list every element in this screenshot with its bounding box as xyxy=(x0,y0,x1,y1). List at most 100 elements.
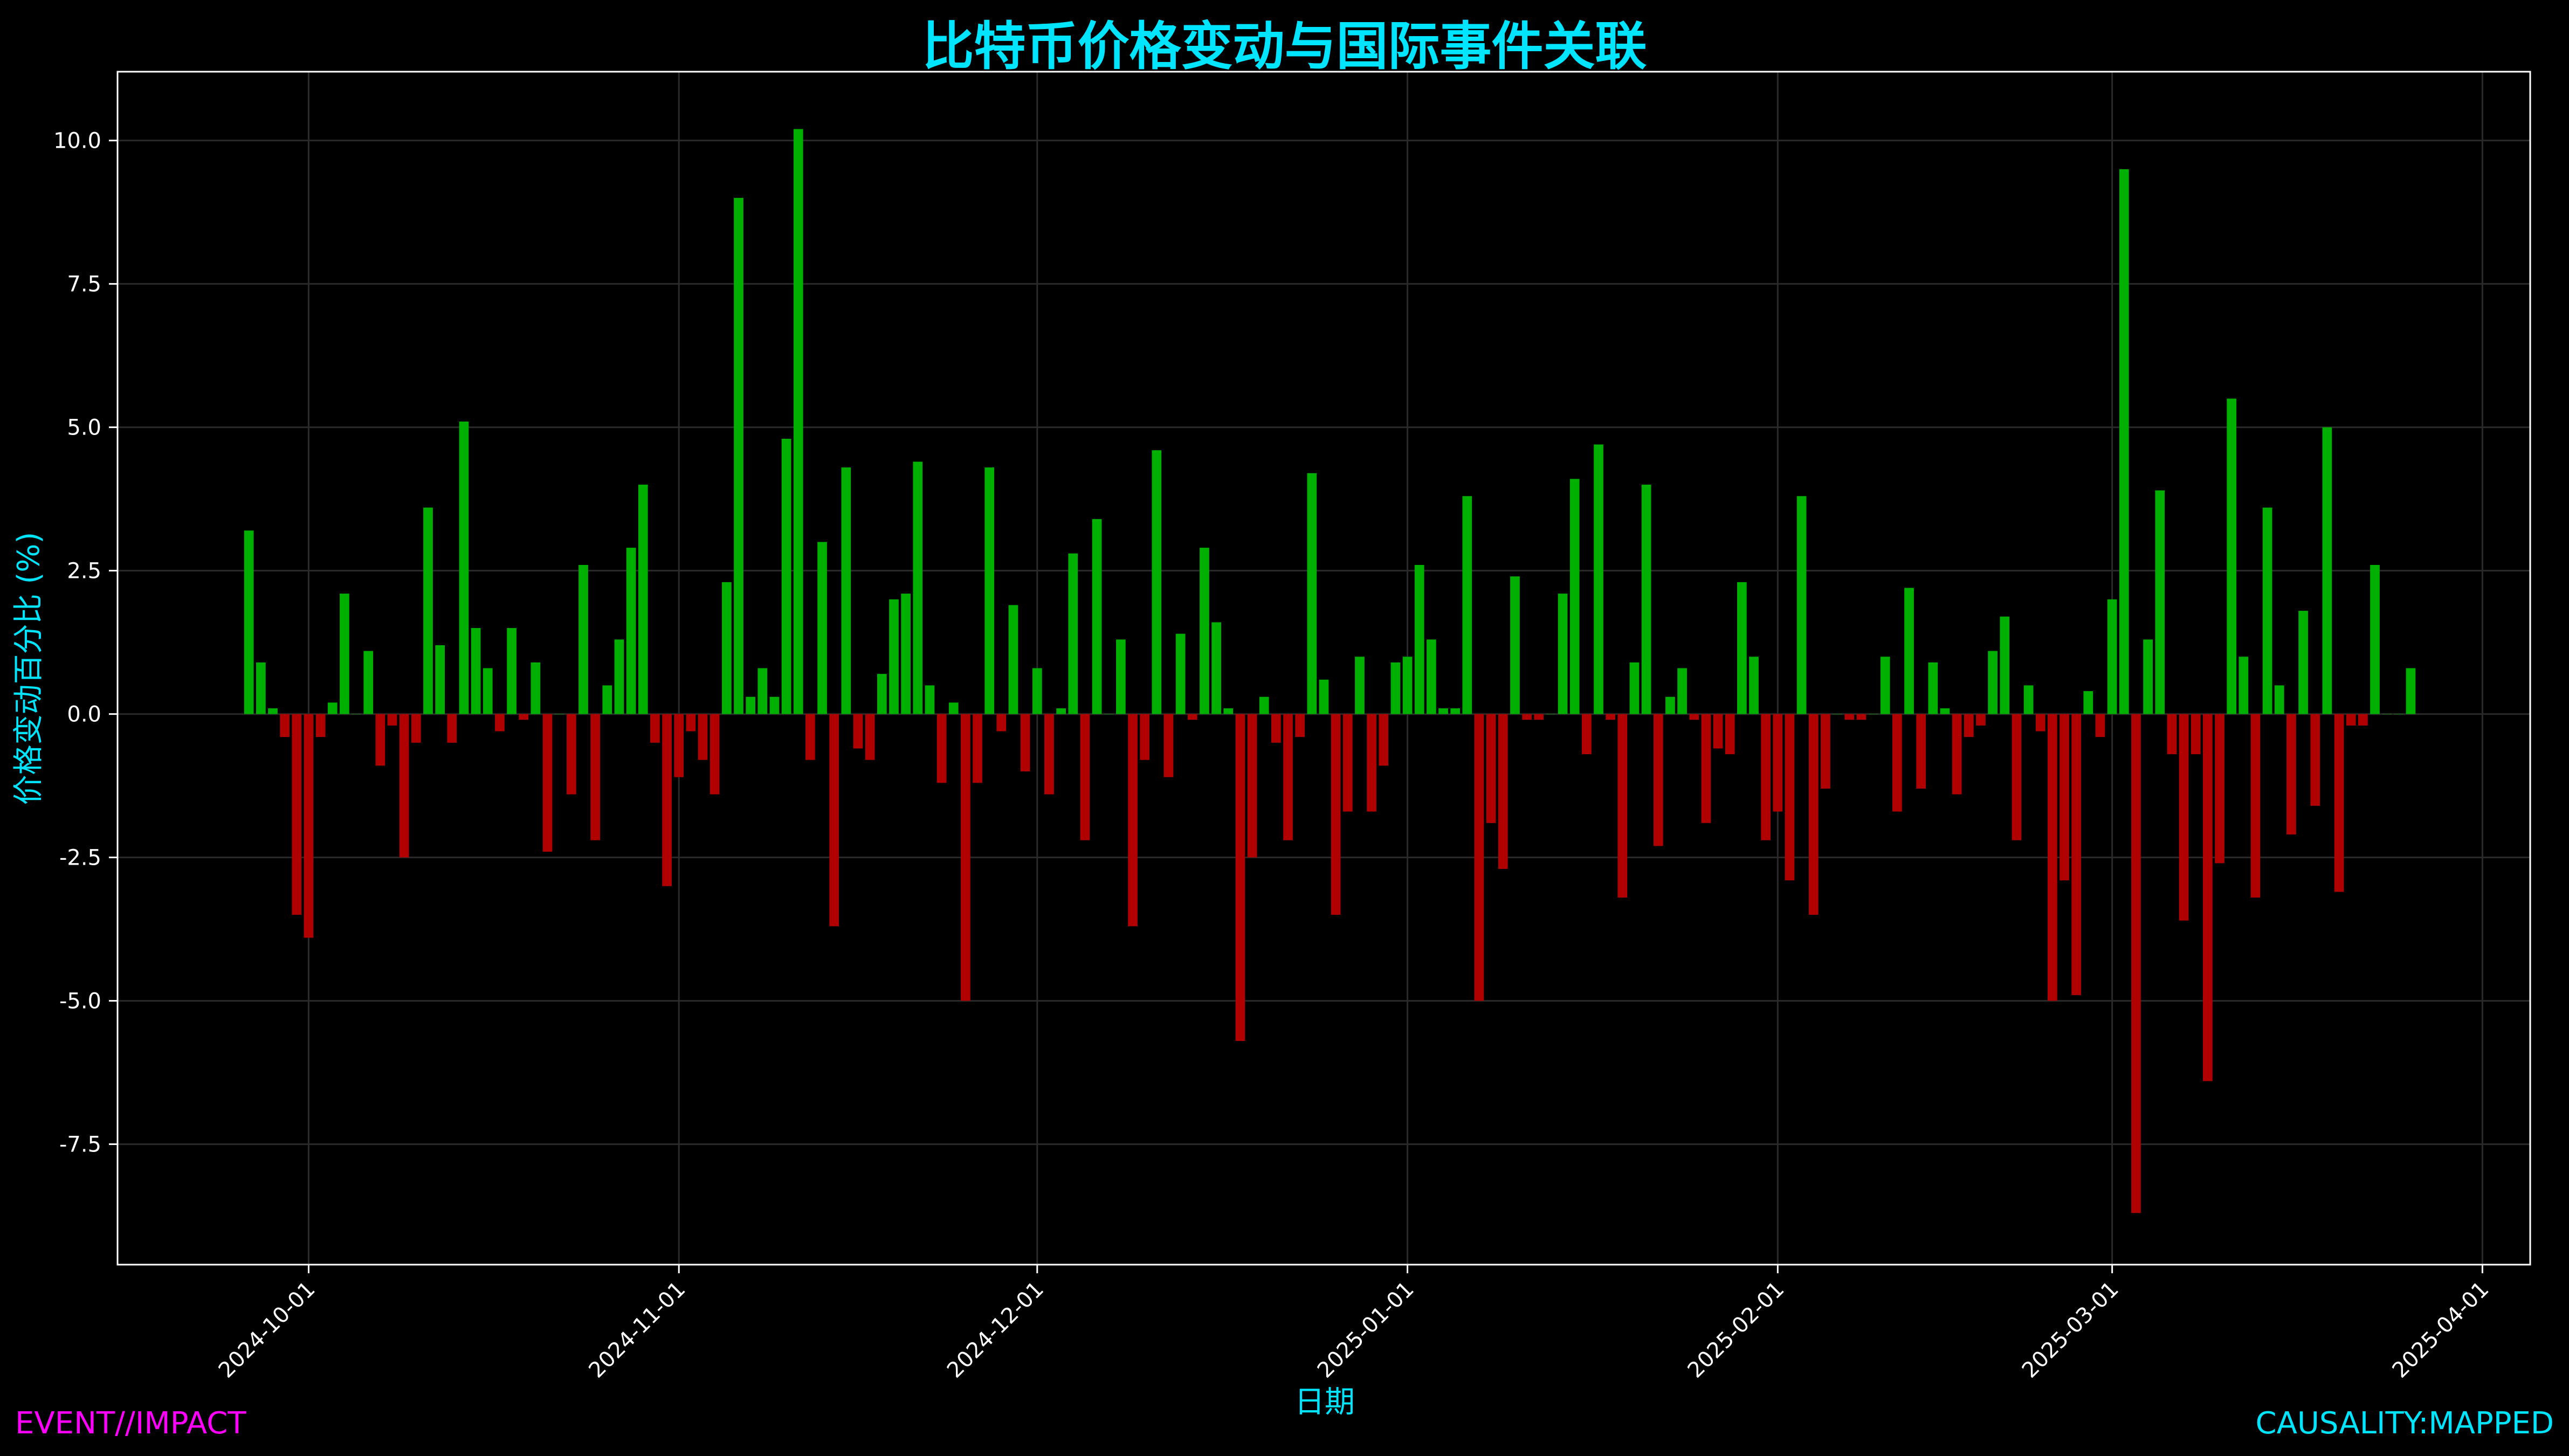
bar-positive xyxy=(602,685,612,714)
bar-positive xyxy=(1200,548,1209,714)
bar-positive xyxy=(901,594,911,714)
bar-positive xyxy=(327,702,338,714)
bar-negative xyxy=(650,714,660,743)
y-tick-label: 5.0 xyxy=(67,416,101,440)
bar-positive xyxy=(925,685,935,714)
bar-negative xyxy=(710,714,720,795)
bar-positive xyxy=(2239,657,2249,714)
bar-positive xyxy=(1641,485,1651,714)
bar-positive xyxy=(769,696,780,714)
bar-positive xyxy=(2406,668,2416,714)
bar-negative xyxy=(2346,714,2356,726)
bar-positive xyxy=(1259,696,1269,714)
bar-positive xyxy=(2382,714,2392,715)
bar-positive xyxy=(2023,685,2034,714)
bar-positive xyxy=(1940,708,1950,714)
bar-negative xyxy=(996,714,1007,732)
bar-negative xyxy=(662,714,672,886)
bar-positive xyxy=(1307,473,1317,714)
x-tick-label: 2025-02-01 xyxy=(1683,1277,1789,1383)
bar-positive xyxy=(471,628,481,714)
bar-positive xyxy=(1092,519,1102,714)
bar-negative xyxy=(936,714,947,783)
bar-positive xyxy=(877,674,887,714)
bar-positive xyxy=(435,645,445,714)
bar-negative xyxy=(1247,714,1257,858)
y-tick-label: 7.5 xyxy=(67,272,101,297)
chart-title: 比特币价格变动与国际事件关联 xyxy=(922,16,1647,77)
bar-negative xyxy=(1701,714,1711,823)
bar-positive xyxy=(1677,668,1687,714)
bar-negative xyxy=(1080,714,1090,840)
bar-positive xyxy=(757,668,768,714)
bar-positive xyxy=(2143,639,2153,714)
bar-negative xyxy=(1761,714,1771,840)
bar-positive xyxy=(2000,616,2010,714)
bar-negative xyxy=(1582,714,1592,755)
bar-negative xyxy=(2035,714,2045,732)
bar-negative xyxy=(1976,714,1986,726)
bar-negative xyxy=(1892,714,1902,812)
bar-positive xyxy=(1427,639,1436,714)
bar-negative xyxy=(1606,714,1616,720)
bar-positive xyxy=(1355,657,1365,714)
bar-positive xyxy=(626,548,636,714)
bar-positive xyxy=(1833,714,1842,715)
bar-negative xyxy=(1916,714,1926,789)
bar-positive xyxy=(1438,708,1448,714)
bar-negative xyxy=(315,714,326,737)
bar-negative xyxy=(2191,714,2201,755)
bar-negative xyxy=(304,714,314,938)
bar-negative xyxy=(1713,714,1723,749)
x-tick-label: 2025-04-01 xyxy=(2388,1277,2494,1383)
bar-positive xyxy=(2119,169,2129,714)
bar-negative xyxy=(1128,714,1138,927)
y-tick-label: 2.5 xyxy=(67,559,101,584)
bar-positive xyxy=(2394,714,2404,715)
bar-positive xyxy=(1450,708,1461,714)
bar-positive xyxy=(352,714,361,715)
bar-positive xyxy=(793,129,803,714)
bar-negative xyxy=(698,714,708,760)
y-tick-label: 0.0 xyxy=(67,702,101,727)
y-tick-label: -5.0 xyxy=(59,989,101,1014)
bar-negative xyxy=(495,714,505,732)
x-tick-label: 2025-01-01 xyxy=(1313,1277,1419,1383)
y-tick-label: 10.0 xyxy=(53,129,101,154)
bar-positive xyxy=(1558,594,1568,714)
bar-negative xyxy=(1271,714,1281,743)
bar-positive xyxy=(1175,633,1186,714)
bar-negative xyxy=(2167,714,2177,755)
bar-negative xyxy=(853,714,863,749)
bar-negative xyxy=(1856,714,1867,720)
bar-negative xyxy=(2048,714,2057,1001)
bar-positive xyxy=(1928,662,1938,714)
bar-positive xyxy=(1880,657,1890,714)
bar-negative xyxy=(686,714,696,732)
bar-positive xyxy=(2083,691,2093,714)
bar-negative xyxy=(2131,714,2141,1213)
bar-positive xyxy=(1032,668,1042,714)
bar-negative xyxy=(1235,714,1245,1041)
bar-negative xyxy=(1617,714,1628,898)
bar-positive xyxy=(638,485,648,714)
bar-positive xyxy=(1749,657,1759,714)
bar-negative xyxy=(805,714,815,760)
y-tick-label: -7.5 xyxy=(59,1133,101,1157)
bar-positive xyxy=(1904,588,1914,714)
bar-positive xyxy=(1104,714,1114,715)
bar-negative xyxy=(447,714,457,743)
bar-positive xyxy=(256,662,266,714)
bar-negative xyxy=(1474,714,1484,1001)
bar-negative xyxy=(1534,714,1544,720)
bar-positive xyxy=(1796,496,1807,714)
bar-positive xyxy=(1665,696,1675,714)
bar-negative xyxy=(542,714,553,852)
bar-negative xyxy=(399,714,409,858)
bar-negative xyxy=(2179,714,2189,921)
bar-negative xyxy=(1163,714,1174,777)
bar-negative xyxy=(1522,714,1532,720)
y-tick-label: -2.5 xyxy=(59,846,101,871)
